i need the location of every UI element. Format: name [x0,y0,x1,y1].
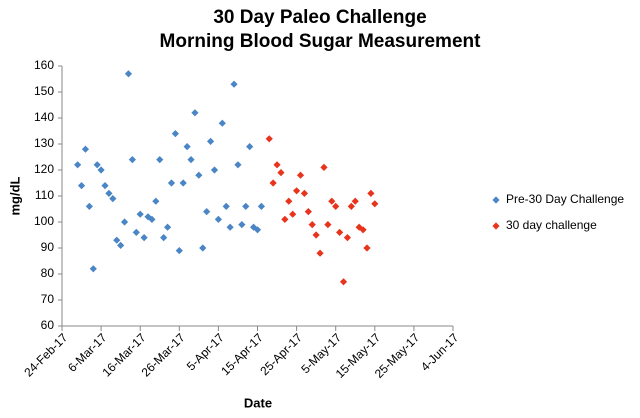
point [226,223,234,231]
y-tick-label: 110 [35,188,54,202]
point [81,145,90,153]
point [183,143,191,151]
y-tick-label: 120 [34,162,54,176]
y-tick-label: 160 [34,58,54,72]
point [332,202,340,210]
y-tick-label: 90 [41,240,55,254]
point [238,221,246,229]
point [312,231,320,239]
x-tick-label: 26-Mar-17 [139,330,188,379]
point [359,226,367,234]
chart-title: 30 Day Paleo Challenge [213,7,426,28]
point [230,80,238,88]
point [199,244,207,252]
point [128,156,136,164]
x-tick-label: 4-Jun-17 [418,330,462,374]
point [351,197,359,205]
point [253,226,262,234]
point [316,249,324,257]
point [293,187,301,195]
point [152,197,160,205]
point [136,210,144,218]
point [156,156,164,164]
x-axis-title: Date [244,395,272,410]
point [85,202,93,210]
point [285,197,293,205]
point [203,208,211,216]
point [371,200,379,208]
point [124,70,133,78]
point [296,171,305,179]
point [117,241,125,249]
point [101,182,109,190]
point [289,210,297,218]
y-tick-label: 80 [41,266,55,280]
x-tick-label: 25-Apr-17 [257,330,305,378]
point [113,236,121,244]
chart-subtitle: Morning Blood Sugar Measurement [160,31,482,52]
y-tick-label: 150 [34,84,54,98]
point [339,278,348,286]
point [140,234,148,242]
point [97,166,105,174]
y-tick-label: 70 [41,292,55,306]
legend-marker [492,222,500,230]
point [89,265,97,273]
point [175,247,183,255]
legend-label: Pre-30 Day Challenge [506,192,624,206]
y-axis-title: mg/dL [7,176,22,215]
y-tick-label: 100 [34,214,54,228]
point [265,135,273,143]
point [234,161,242,169]
x-tick-label: 24-Feb-17 [21,330,70,379]
point [195,171,203,179]
legend-label: 30 day challenge [506,218,597,232]
point [281,215,289,223]
point [77,182,86,190]
point [308,221,316,229]
point [218,119,226,127]
point [222,202,230,210]
y-tick-label: 140 [34,110,54,124]
point [109,195,117,203]
point [246,143,254,151]
point [324,221,332,229]
point [336,228,344,236]
point [132,228,140,236]
y-tick-label: 60 [41,318,55,332]
point [277,169,285,177]
point [191,109,199,117]
point [120,218,129,226]
point [210,166,219,174]
point [269,179,277,187]
point [300,189,309,197]
point [167,179,176,187]
point [257,202,266,210]
point [242,202,250,210]
point [105,189,113,197]
point [148,215,156,223]
point [93,161,101,169]
y-tick-label: 130 [34,136,54,150]
legend-marker [492,196,500,204]
point [355,223,363,231]
point [347,202,355,210]
point [214,215,222,223]
point [163,223,172,231]
point [320,163,328,171]
point [74,161,82,169]
point [206,137,215,145]
point [363,244,371,252]
point [273,161,281,169]
point [343,234,352,242]
point [304,208,312,216]
point [367,189,375,197]
point [328,197,336,205]
point [179,179,187,187]
point [187,156,195,164]
point [160,234,168,242]
point [171,130,179,138]
